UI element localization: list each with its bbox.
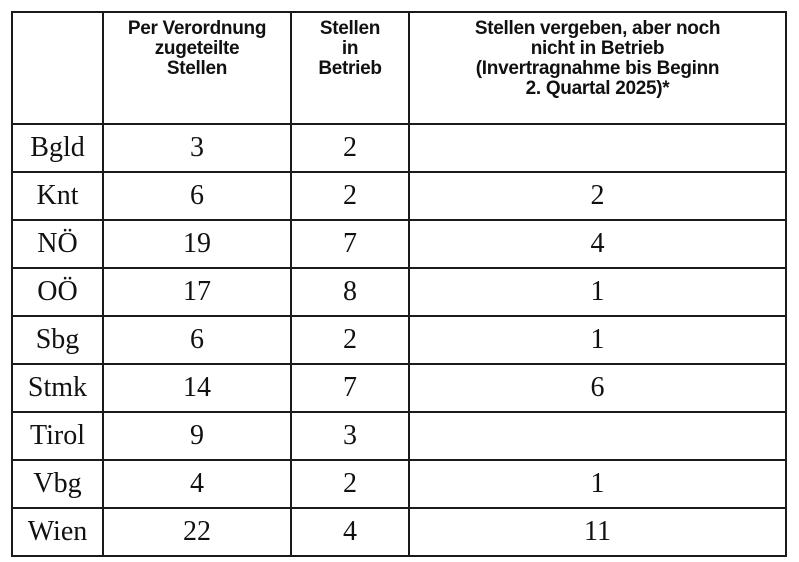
header-zugeteilte-stellen: Per Verordnung zugeteilte Stellen <box>102 11 292 125</box>
cell-zugeteilt: 9 <box>102 411 292 461</box>
cell-vergeben: 2 <box>408 171 787 221</box>
cell-in-betrieb: 2 <box>290 171 410 221</box>
cell-zugeteilt: 4 <box>102 459 292 509</box>
cell-in-betrieb: 7 <box>290 363 410 413</box>
table-body: Bgld 3 2 Knt 6 2 2 NÖ 19 7 4 OÖ 17 8 1 S… <box>11 123 787 557</box>
table-row: Stmk 14 7 6 <box>11 363 787 413</box>
cell-zugeteilt: 17 <box>102 267 292 317</box>
cell-vergeben: 1 <box>408 459 787 509</box>
cell-region: Tirol <box>11 411 104 461</box>
table-row: Bgld 3 2 <box>11 123 787 173</box>
cell-region: Stmk <box>11 363 104 413</box>
cell-region: Vbg <box>11 459 104 509</box>
table-row: Knt 6 2 2 <box>11 171 787 221</box>
cell-vergeben: 1 <box>408 267 787 317</box>
cell-in-betrieb: 7 <box>290 219 410 269</box>
cell-zugeteilt: 6 <box>102 171 292 221</box>
cell-zugeteilt: 19 <box>102 219 292 269</box>
cell-region: NÖ <box>11 219 104 269</box>
cell-in-betrieb: 2 <box>290 315 410 365</box>
table-row: Sbg 6 2 1 <box>11 315 787 365</box>
cell-region: Knt <box>11 171 104 221</box>
cell-in-betrieb: 8 <box>290 267 410 317</box>
header-stellen-in-betrieb: Stellen in Betrieb <box>290 11 410 125</box>
cell-in-betrieb: 2 <box>290 123 410 173</box>
cell-vergeben: 1 <box>408 315 787 365</box>
cell-region: Sbg <box>11 315 104 365</box>
cell-vergeben: 6 <box>408 363 787 413</box>
cell-zugeteilt: 22 <box>102 507 292 557</box>
cell-region: Bgld <box>11 123 104 173</box>
cell-vergeben: 11 <box>408 507 787 557</box>
cell-vergeben <box>408 123 787 173</box>
cell-region: OÖ <box>11 267 104 317</box>
table-row: OÖ 17 8 1 <box>11 267 787 317</box>
table-row: Tirol 9 3 <box>11 411 787 461</box>
header-row: Per Verordnung zugeteilte Stellen Stelle… <box>11 11 787 125</box>
header-region <box>11 11 104 125</box>
cell-in-betrieb: 2 <box>290 459 410 509</box>
stellen-table: Per Verordnung zugeteilte Stellen Stelle… <box>11 11 787 557</box>
table-row: Wien 22 4 11 <box>11 507 787 557</box>
cell-zugeteilt: 3 <box>102 123 292 173</box>
cell-zugeteilt: 6 <box>102 315 292 365</box>
table-header: Per Verordnung zugeteilte Stellen Stelle… <box>11 11 787 125</box>
cell-in-betrieb: 4 <box>290 507 410 557</box>
cell-vergeben: 4 <box>408 219 787 269</box>
cell-region: Wien <box>11 507 104 557</box>
cell-vergeben <box>408 411 787 461</box>
table-row: Vbg 4 2 1 <box>11 459 787 509</box>
table-row: NÖ 19 7 4 <box>11 219 787 269</box>
cell-in-betrieb: 3 <box>290 411 410 461</box>
cell-zugeteilt: 14 <box>102 363 292 413</box>
header-stellen-vergeben: Stellen vergeben, aber noch nicht in Bet… <box>408 11 787 125</box>
